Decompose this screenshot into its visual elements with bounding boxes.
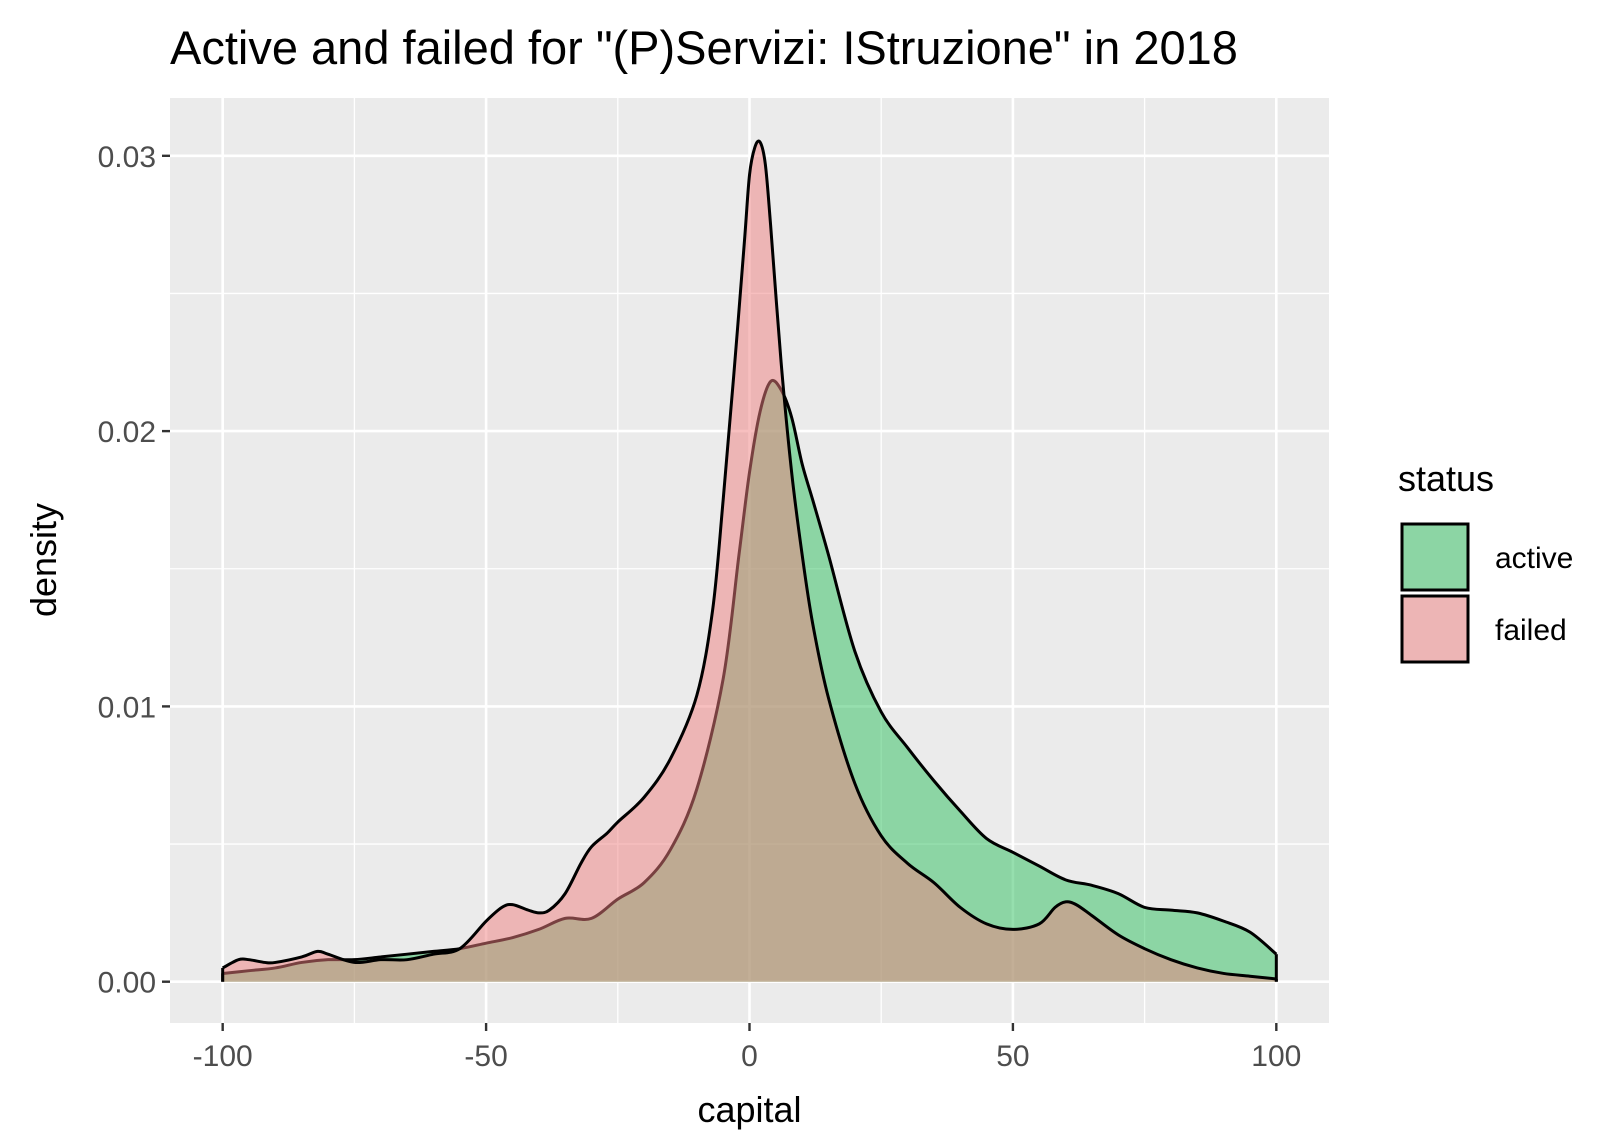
legend-label: active xyxy=(1495,542,1573,575)
chart-title: Active and failed for "(P)Servizi: IStru… xyxy=(170,21,1238,74)
legend-label: failed xyxy=(1495,614,1567,647)
legend-title: status xyxy=(1398,458,1494,499)
density-area-failed xyxy=(222,140,1277,982)
legend-item-failed: failed xyxy=(1400,594,1567,664)
y-axis-ticks: 0.00 0.01 0.02 0.03 xyxy=(98,141,170,1000)
x-axis-title: capital xyxy=(697,1089,801,1130)
x-tick-label: -100 xyxy=(193,1040,253,1073)
x-tick-label: 50 xyxy=(996,1040,1029,1073)
y-tick-label: 0.02 xyxy=(98,416,156,449)
x-tick-label: -50 xyxy=(464,1040,507,1073)
y-tick-label: 0.00 xyxy=(98,967,156,1000)
legend: status active failed xyxy=(1398,458,1573,664)
density-areas xyxy=(221,139,1278,982)
x-tick-label: 100 xyxy=(1251,1040,1301,1073)
legend-key-swatch xyxy=(1400,594,1470,664)
y-axis-title: density xyxy=(23,503,64,617)
density-line-failed xyxy=(221,139,1277,981)
x-tick-label: 0 xyxy=(741,1040,758,1073)
legend-key-swatch xyxy=(1400,522,1470,592)
y-tick-label: 0.01 xyxy=(98,691,156,724)
x-axis-ticks: -100 -50 0 50 100 xyxy=(193,1023,1301,1073)
y-tick-label: 0.03 xyxy=(98,141,156,174)
legend-item-active: active xyxy=(1400,522,1573,592)
